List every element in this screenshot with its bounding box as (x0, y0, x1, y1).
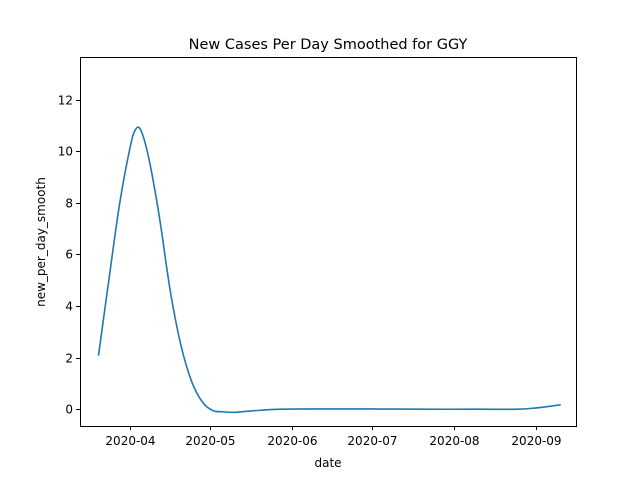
y-tick-label: 2 (65, 352, 73, 366)
x-tick-label: 2020-08 (429, 434, 479, 448)
x-tick-label: 2020-06 (267, 434, 317, 448)
x-tick-label: 2020-04 (105, 434, 155, 448)
y-tick-label: 8 (65, 197, 73, 211)
y-tick-label: 12 (58, 94, 73, 108)
y-axis-label: new_per_day_smooth (34, 177, 48, 307)
y-tick-label: 6 (65, 248, 73, 262)
x-tick-label: 2020-07 (347, 434, 397, 448)
x-tick-label: 2020-05 (185, 434, 235, 448)
y-tick-label: 4 (65, 300, 73, 314)
chart-title: New Cases Per Day Smoothed for GGY (189, 37, 468, 53)
x-tick-label: 2020-09 (511, 434, 561, 448)
x-axis-label: date (314, 456, 341, 470)
y-tick-label: 10 (58, 145, 73, 159)
y-tick-label: 0 (65, 403, 73, 417)
